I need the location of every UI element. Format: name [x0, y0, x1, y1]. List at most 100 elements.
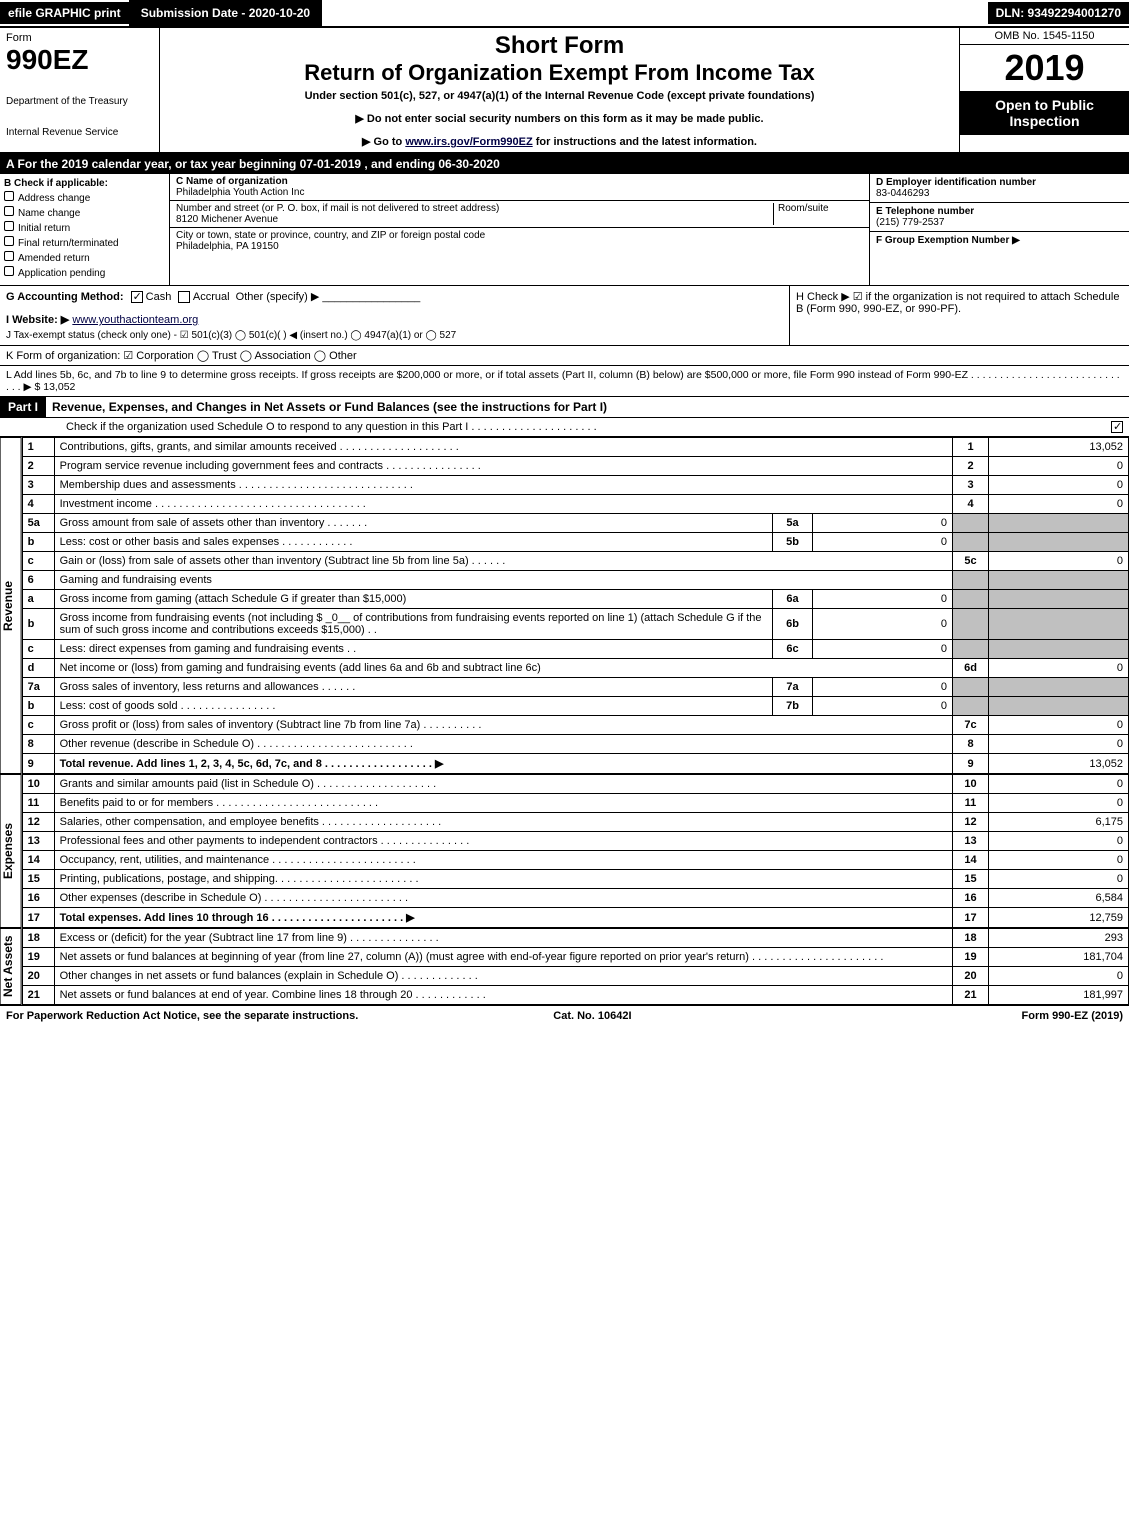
revenue-table: 1Contributions, gifts, grants, and simil… [22, 437, 1129, 774]
expenses-section: Expenses 10Grants and similar amounts pa… [0, 774, 1129, 928]
street: 8120 Michener Avenue [176, 214, 278, 225]
dept-irs: Internal Revenue Service [6, 127, 153, 138]
table-row: 20Other changes in net assets or fund ba… [22, 967, 1128, 986]
note2-pre: ▶ Go to [362, 136, 405, 148]
table-row: 15Printing, publications, postage, and s… [22, 870, 1128, 889]
table-row: dNet income or (loss) from gaming and fu… [22, 659, 1128, 678]
header-left: Form 990EZ Department of the Treasury In… [0, 28, 160, 152]
form-header: Form 990EZ Department of the Treasury In… [0, 28, 1129, 154]
part1-check-note: Check if the organization used Schedule … [0, 418, 1129, 437]
omb-number: OMB No. 1545-1150 [960, 28, 1129, 45]
title-return: Return of Organization Exempt From Incom… [164, 60, 955, 86]
name-label: C Name of organization [176, 176, 288, 187]
check-address-change: Address change [4, 191, 165, 204]
table-row: 16Other expenses (describe in Schedule O… [22, 889, 1128, 908]
ein-value: 83-0446293 [876, 188, 929, 199]
street-label: Number and street (or P. O. box, if mail… [176, 203, 499, 214]
table-row: 9Total revenue. Add lines 1, 2, 3, 4, 5c… [22, 754, 1128, 774]
info-block: B Check if applicable: Address change Na… [0, 174, 1129, 286]
form-word: Form [6, 32, 153, 44]
row-l: L Add lines 5b, 6c, and 7b to line 9 to … [0, 366, 1129, 397]
website-label: I Website: ▶ [6, 314, 69, 326]
expenses-side-label: Expenses [0, 774, 22, 928]
cash-checkbox [131, 291, 143, 303]
table-row: cGross profit or (loss) from sales of in… [22, 716, 1128, 735]
check-amended: Amended return [4, 251, 165, 264]
note-goto: ▶ Go to www.irs.gov/Form990EZ for instru… [164, 135, 955, 148]
website-link[interactable]: www.youthactionteam.org [72, 314, 198, 326]
note2-post: for instructions and the latest informat… [533, 136, 757, 148]
check-final-return: Final return/terminated [4, 236, 165, 249]
footer-left: For Paperwork Reduction Act Notice, see … [6, 1010, 358, 1022]
irs-link[interactable]: www.irs.gov/Form990EZ [405, 136, 532, 148]
room-label: Room/suite [778, 203, 829, 214]
table-row: 10Grants and similar amounts paid (list … [22, 775, 1128, 794]
city: Philadelphia, PA 19150 [176, 241, 279, 252]
table-row: 6Gaming and fundraising events [22, 571, 1128, 590]
phone-label: E Telephone number [876, 206, 974, 217]
org-name: Philadelphia Youth Action Inc [176, 187, 304, 198]
table-row: cLess: direct expenses from gaming and f… [22, 640, 1128, 659]
footer-mid: Cat. No. 10642I [553, 1010, 631, 1022]
period-line: A For the 2019 calendar year, or tax yea… [0, 154, 1129, 174]
table-row: 19Net assets or fund balances at beginni… [22, 948, 1128, 967]
row-k: K Form of organization: ☑ Corporation ◯ … [0, 346, 1129, 366]
accrual-checkbox [178, 291, 190, 303]
table-row: 14Occupancy, rent, utilities, and mainte… [22, 851, 1128, 870]
table-row: bGross income from fundraising events (n… [22, 609, 1128, 640]
box-b: B Check if applicable: Address change Na… [0, 174, 170, 285]
table-row: 12Salaries, other compensation, and empl… [22, 813, 1128, 832]
part1-title: Revenue, Expenses, and Changes in Net As… [46, 397, 1129, 417]
top-bar: efile GRAPHIC print Submission Date - 20… [0, 0, 1129, 28]
open-inspection: Open to Public Inspection [960, 91, 1129, 135]
table-row: 5aGross amount from sale of assets other… [22, 514, 1128, 533]
form-number: 990EZ [6, 44, 153, 76]
table-row: 17Total expenses. Add lines 10 through 1… [22, 908, 1128, 928]
tax-year: 2019 [960, 45, 1129, 91]
dln-label: DLN: 93492294001270 [988, 2, 1129, 24]
table-row: aGross income from gaming (attach Schedu… [22, 590, 1128, 609]
revenue-side-label: Revenue [0, 437, 22, 774]
header-right: OMB No. 1545-1150 2019 Open to Public In… [959, 28, 1129, 152]
schedule-o-checkbox [1111, 421, 1123, 433]
check-name-change: Name change [4, 206, 165, 219]
ein-label: D Employer identification number [876, 177, 1036, 188]
netassets-side-label: Net Assets [0, 928, 22, 1005]
title-short-form: Short Form [164, 32, 955, 60]
table-row: cGain or (loss) from sale of assets othe… [22, 552, 1128, 571]
table-row: 8Other revenue (describe in Schedule O) … [22, 735, 1128, 754]
table-row: 13Professional fees and other payments t… [22, 832, 1128, 851]
group-label: F Group Exemption Number ▶ [876, 235, 1020, 246]
footer: For Paperwork Reduction Act Notice, see … [0, 1005, 1129, 1026]
note-ssn: ▶ Do not enter social security numbers o… [164, 112, 955, 125]
revenue-section: Revenue 1Contributions, gifts, grants, a… [0, 437, 1129, 774]
submission-date: Submission Date - 2020-10-20 [129, 0, 322, 26]
table-row: 4Investment income . . . . . . . . . . .… [22, 495, 1128, 514]
table-row: 7aGross sales of inventory, less returns… [22, 678, 1128, 697]
footer-right: Form 990-EZ (2019) [1022, 1010, 1123, 1022]
dept-treasury: Department of the Treasury [6, 96, 153, 107]
table-row: 2Program service revenue including gover… [22, 457, 1128, 476]
table-row: 21Net assets or fund balances at end of … [22, 986, 1128, 1005]
part1-label: Part I [0, 397, 46, 417]
table-row: 3Membership dues and assessments . . . .… [22, 476, 1128, 495]
city-label: City or town, state or province, country… [176, 230, 485, 241]
phone-value: (215) 779-2537 [876, 217, 944, 228]
table-row: 11Benefits paid to or for members . . . … [22, 794, 1128, 813]
row-h: H Check ▶ ☑ if the organization is not r… [789, 286, 1129, 345]
table-row: 18Excess or (deficit) for the year (Subt… [22, 929, 1128, 948]
check-initial-return: Initial return [4, 221, 165, 234]
subtitle: Under section 501(c), 527, or 4947(a)(1)… [164, 90, 955, 102]
table-row: bLess: cost of goods sold . . . . . . . … [22, 697, 1128, 716]
table-row: bLess: cost or other basis and sales exp… [22, 533, 1128, 552]
netassets-section: Net Assets 18Excess or (deficit) for the… [0, 928, 1129, 1005]
netassets-table: 18Excess or (deficit) for the year (Subt… [22, 928, 1129, 1005]
row-gh: G Accounting Method: Cash Accrual Other … [0, 286, 1129, 346]
box-b-title: B Check if applicable: [4, 178, 165, 189]
efile-label: efile GRAPHIC print [0, 2, 129, 24]
expenses-table: 10Grants and similar amounts paid (list … [22, 774, 1129, 928]
check-pending: Application pending [4, 266, 165, 279]
table-row: 1Contributions, gifts, grants, and simil… [22, 438, 1128, 457]
box-c: C Name of organization Philadelphia Yout… [170, 174, 869, 285]
part1-header: Part I Revenue, Expenses, and Changes in… [0, 397, 1129, 418]
